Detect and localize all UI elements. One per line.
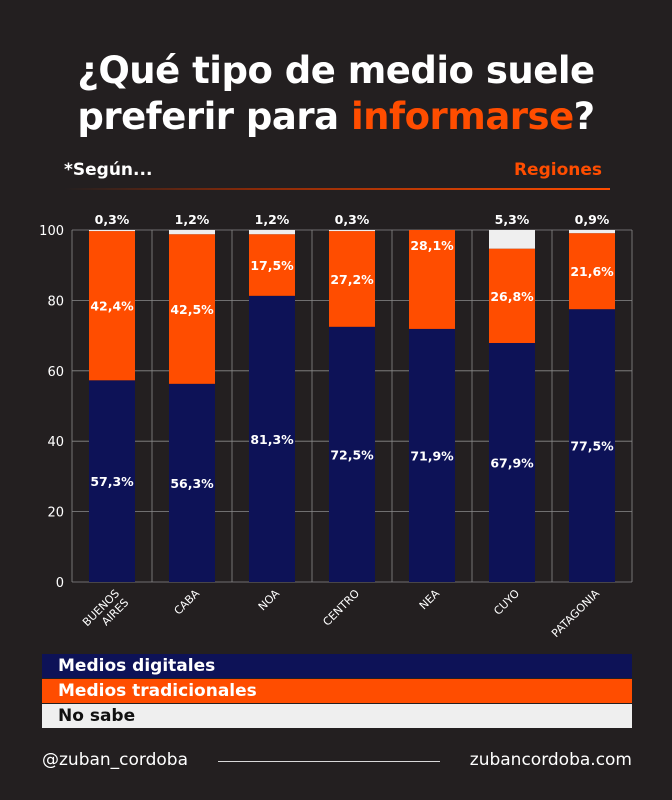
legend-digital: Medios digitales	[42, 654, 632, 678]
x-tick-label-line: CABA	[172, 587, 203, 618]
data-label: 1,2%	[175, 212, 210, 227]
y-tick-label: 100	[39, 224, 64, 239]
subtitle-right: Regiones	[513, 160, 602, 180]
data-label: 72,5%	[330, 447, 374, 462]
bar-noa-s1	[249, 234, 295, 296]
bar-centro-s1	[329, 231, 375, 327]
bar-patagonia-s1	[569, 233, 615, 310]
bar-buenos-aires-s1	[89, 231, 135, 381]
data-label: 0,3%	[335, 212, 370, 227]
title-text: preferir para	[77, 95, 339, 138]
footer-divider	[218, 761, 440, 762]
data-label: 67,9%	[490, 455, 534, 470]
data-label: 27,2%	[330, 272, 374, 287]
x-tick-label: CUYO	[491, 587, 522, 618]
title-highlight: informarse	[350, 95, 574, 138]
bar-nea-s1	[409, 230, 455, 329]
bar-buenos-aires-s2	[89, 230, 135, 232]
data-label: 42,4%	[90, 299, 134, 314]
data-label: 17,5%	[250, 258, 294, 273]
legend-nosabe: No sabe	[42, 704, 632, 728]
footer-handle[interactable]: @zuban_cordoba	[42, 750, 189, 770]
subtitle-divider	[64, 188, 610, 190]
data-label: 1,2%	[255, 212, 290, 227]
y-tick-label: 20	[47, 506, 64, 521]
data-label: 81,3%	[250, 432, 294, 447]
bar-caba-s0	[169, 383, 215, 582]
bar-cuyo-s1	[489, 248, 535, 343]
x-tick-label: NEA	[417, 587, 443, 613]
x-tick-label-line: NEA	[417, 587, 443, 613]
subtitle-left: *Según...	[64, 160, 153, 180]
y-tick-label: 0	[56, 576, 64, 591]
bar-centro-s0	[329, 326, 375, 582]
data-label: 77,5%	[570, 439, 614, 454]
y-tick-label: 60	[47, 365, 64, 380]
bar-centro-s2	[329, 230, 375, 232]
y-tick-label: 40	[47, 435, 64, 450]
data-label: 42,5%	[170, 302, 214, 317]
bar-caba-s2	[169, 230, 215, 235]
data-label: 26,8%	[490, 289, 534, 304]
bar-buenos-aires-s0	[89, 380, 135, 582]
data-label: 21,6%	[570, 264, 614, 279]
y-tick-label: 80	[47, 294, 64, 309]
bar-noa-s2	[249, 230, 295, 235]
data-label: 57,3%	[90, 474, 134, 489]
x-tick-label: CENTRO	[320, 587, 362, 629]
data-label: 56,3%	[170, 476, 214, 491]
chart-title: ¿Qué tipo de medio suele preferir para i…	[0, 48, 672, 140]
data-label: 71,9%	[410, 448, 454, 463]
bar-patagonia-s0	[569, 309, 615, 582]
x-tick-label-line: CUYO	[491, 587, 522, 618]
legend-traditional: Medios tradicionales	[42, 679, 632, 703]
data-label: 0,9%	[575, 212, 610, 227]
bar-cuyo-s0	[489, 342, 535, 582]
x-tick-label: CABA	[172, 587, 203, 618]
bar-caba-s1	[169, 234, 215, 384]
bar-noa-s0	[249, 295, 295, 582]
x-tick-label: PATAGONIA	[549, 587, 602, 640]
data-label: 5,3%	[495, 212, 530, 227]
x-tick-label-line: PATAGONIA	[549, 587, 602, 640]
title-line-2: preferir para informarse?	[0, 94, 672, 140]
title-end: ?	[573, 95, 595, 138]
bar-cuyo-s2	[489, 230, 535, 249]
footer-site[interactable]: zubancordoba.com	[469, 750, 632, 770]
title-line-1: ¿Qué tipo de medio suele	[77, 49, 595, 92]
x-tick-label-line: NOA	[256, 587, 283, 614]
bar-patagonia-s2	[569, 230, 615, 234]
bar-nea-s0	[409, 328, 455, 582]
data-label: 0,3%	[95, 212, 130, 227]
data-label: 28,1%	[410, 238, 454, 253]
x-tick-label: NOA	[256, 587, 283, 614]
x-tick-label-line: CENTRO	[320, 587, 362, 629]
